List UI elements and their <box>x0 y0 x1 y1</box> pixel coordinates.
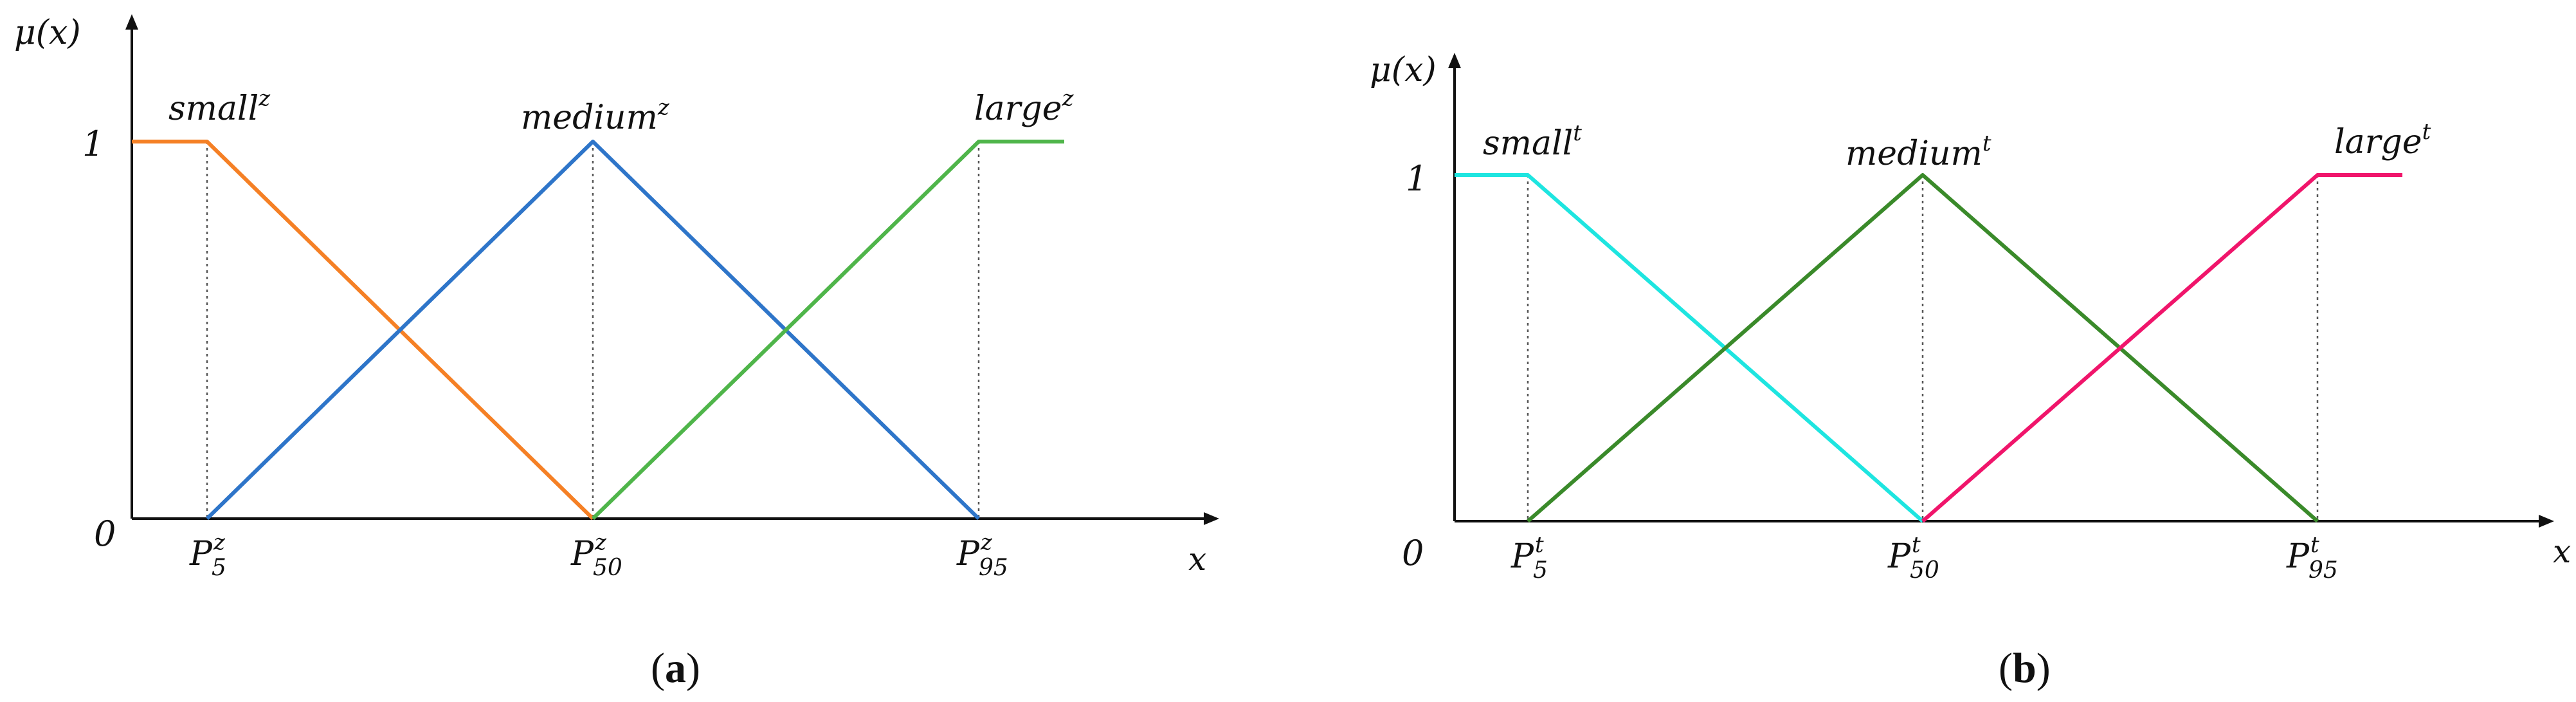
y-tick-1: 1 <box>1406 158 1428 199</box>
y-axis-label: μ(x) <box>14 14 81 52</box>
curve-medium <box>205 140 981 521</box>
x-tick-p95: Pt <box>2286 532 2319 576</box>
x-tick-p5-subscript: 5 <box>1533 557 1548 584</box>
y-axis-arrowhead <box>125 14 138 30</box>
panel-b: μ(x) 1 0 x smallt mediumt larget Pt 5 Pt… <box>1370 51 2571 692</box>
x-tick-p50: Pz <box>570 530 607 573</box>
set-label-large: largez <box>974 86 1075 128</box>
set-label-medium: mediumz <box>521 95 670 137</box>
x-tick-p50-subscript: 50 <box>1910 557 1939 584</box>
x-axis-arrowhead <box>2539 515 2554 528</box>
set-label-medium: mediumt <box>1846 131 1991 173</box>
x-axis-label: x <box>2553 533 2571 570</box>
curve-large <box>1921 173 2402 523</box>
x-tick-p5: Pz <box>189 530 226 573</box>
x-axis-label: x <box>1188 540 1206 578</box>
curve-medium <box>1527 173 2319 523</box>
curve-small <box>132 140 595 521</box>
panel-a: μ(x) 1 0 x smallz mediumz largez Pz 5 Pz… <box>14 14 1219 692</box>
set-label-large: larget <box>2334 119 2431 162</box>
y-axis-label: μ(x) <box>1370 51 1437 89</box>
x-tick-p95-subscript: 95 <box>979 555 1008 581</box>
y-tick-0: 0 <box>1402 533 1424 573</box>
x-tick-p5-subscript: 5 <box>212 555 226 581</box>
y-axis-arrowhead <box>1448 53 1461 68</box>
curve-large <box>591 140 1064 521</box>
x-tick-p5: Pt <box>1510 532 1544 576</box>
x-tick-p50: Pt <box>1887 532 1921 576</box>
set-label-small: smallt <box>1483 120 1582 163</box>
panel-caption-b: (b) <box>1999 645 2051 692</box>
y-tick-1: 1 <box>82 124 104 164</box>
x-axis-arrowhead <box>1204 512 1219 525</box>
x-tick-p95-subscript: 95 <box>2308 557 2338 584</box>
curve-small <box>1455 173 1924 523</box>
x-tick-p50-subscript: 50 <box>593 555 622 581</box>
set-label-small: smallz <box>168 86 271 128</box>
y-tick-0: 0 <box>94 513 116 554</box>
panel-caption-a: (a) <box>651 645 700 692</box>
x-tick-p95: Pz <box>956 530 993 573</box>
